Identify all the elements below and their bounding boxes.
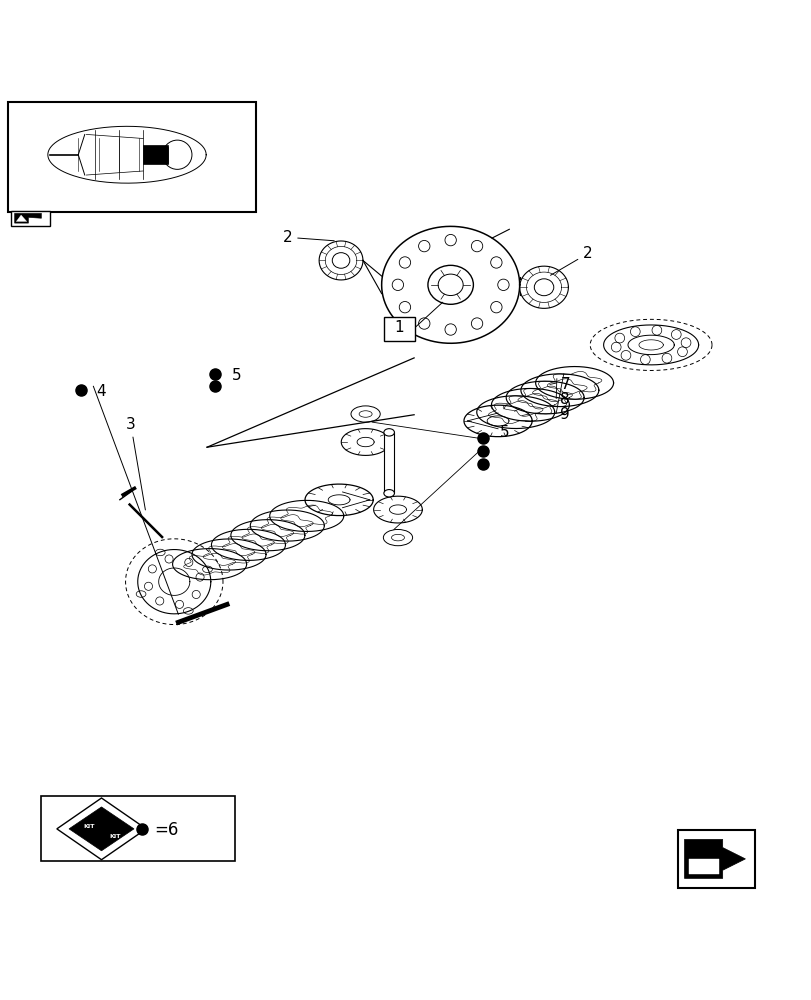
FancyBboxPatch shape	[384, 317, 414, 341]
Bar	[41, 796, 235, 861]
Text: 7: 7	[560, 377, 569, 392]
Text: 3: 3	[126, 417, 145, 510]
Bar	[384, 432, 394, 493]
Text: 5: 5	[231, 368, 241, 383]
Bar	[143, 145, 167, 164]
Polygon shape	[15, 213, 41, 223]
Text: 9: 9	[560, 407, 569, 422]
Polygon shape	[16, 215, 27, 221]
Text: KIT: KIT	[84, 824, 95, 829]
Bar	[677, 830, 754, 888]
Text: 1: 1	[394, 320, 404, 335]
Polygon shape	[69, 807, 134, 851]
Bar	[11, 211, 49, 226]
Polygon shape	[57, 798, 146, 860]
Text: =6: =6	[154, 821, 178, 839]
Bar	[8, 102, 255, 212]
Text: 2: 2	[282, 230, 334, 245]
Polygon shape	[689, 859, 718, 874]
Polygon shape	[684, 839, 744, 878]
Text: 2: 2	[550, 246, 592, 275]
Text: KIT: KIT	[109, 834, 121, 839]
Text: 8: 8	[560, 392, 569, 407]
Text: 5: 5	[499, 425, 508, 440]
Text: 4: 4	[96, 384, 105, 399]
Ellipse shape	[384, 429, 394, 436]
Ellipse shape	[384, 490, 394, 497]
